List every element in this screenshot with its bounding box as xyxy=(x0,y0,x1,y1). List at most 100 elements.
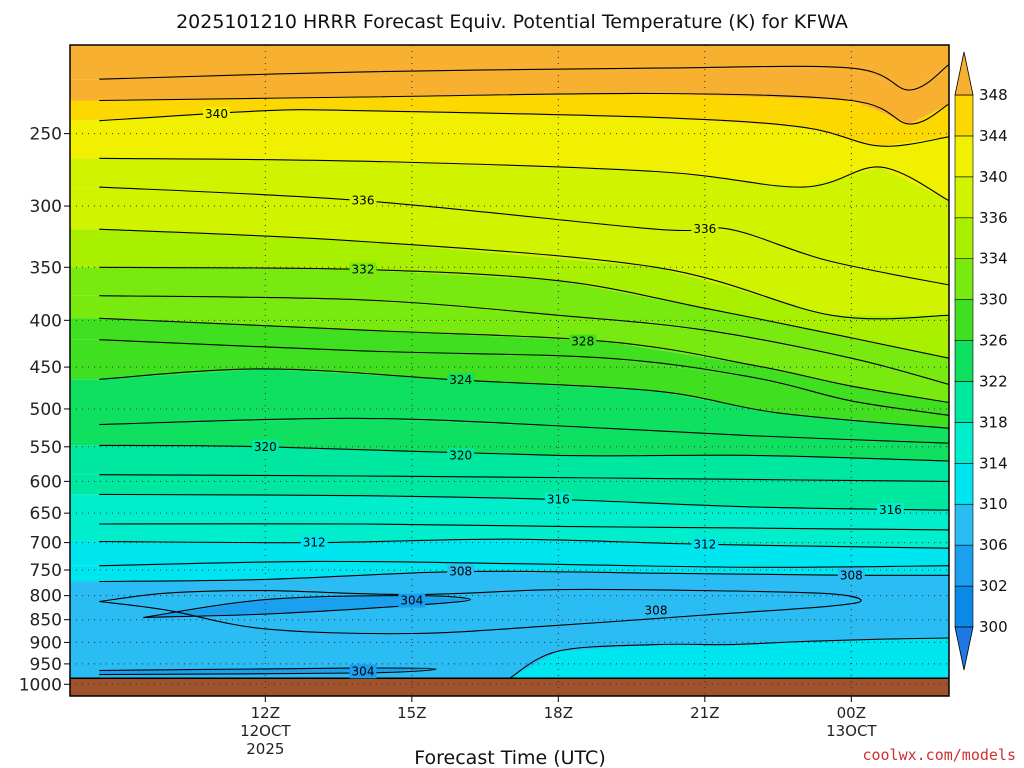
contour-label-308: 308 xyxy=(840,568,863,582)
x-tick-label: 12Z xyxy=(251,704,280,722)
colorbar-segment-344 xyxy=(954,94,974,137)
y-tick-label: 650 xyxy=(30,504,62,524)
colorbar-tick-label: 348 xyxy=(979,86,1008,104)
x-tick-label: 21Z xyxy=(690,704,719,722)
contour-line-324 xyxy=(99,368,949,429)
contour-label-336: 336 xyxy=(693,222,716,236)
y-tick-label: 850 xyxy=(30,611,62,631)
contour-label-bg xyxy=(349,193,377,208)
contour-label-304: 304 xyxy=(400,594,423,608)
y-tick-label: 900 xyxy=(30,633,62,653)
colorbar-segment-330 xyxy=(954,258,974,300)
contour-line-330 xyxy=(99,295,949,385)
x-tick-label: 00Z xyxy=(837,704,866,722)
y-tick-label: 450 xyxy=(30,358,62,378)
contour-line-344 xyxy=(99,92,949,125)
contour-fill-band-320 xyxy=(70,418,949,461)
colorbar-segment-334 xyxy=(954,217,974,259)
colorbar-segment-306 xyxy=(954,503,974,546)
colorbar-segment-322 xyxy=(954,340,974,382)
ground-fill xyxy=(70,678,949,696)
contour-fill-region-310 xyxy=(509,637,949,679)
y-tick-label: 800 xyxy=(30,587,62,607)
contour-label-328: 328 xyxy=(571,335,594,349)
y-tick-label: 350 xyxy=(30,258,62,278)
contour-label-bg xyxy=(876,503,904,518)
colorbar-segment-310 xyxy=(954,463,974,505)
plot-frame xyxy=(69,44,950,697)
colorbar-segment-336 xyxy=(954,176,974,219)
colorbar-tick-label: 300 xyxy=(979,618,1008,636)
contour-fill-band-322 xyxy=(70,368,949,444)
contour-label-bg xyxy=(642,603,670,618)
contour-label-bg xyxy=(691,222,719,237)
credit-text: coolwx.com/models xyxy=(862,746,1016,764)
y-tick-label: 950 xyxy=(30,655,62,675)
x-tick-label: 15Z xyxy=(397,704,426,722)
contour-line-322 xyxy=(99,417,949,444)
plot-area xyxy=(70,45,949,696)
contour-fill-band-336 xyxy=(70,158,949,286)
contour-label-bg xyxy=(447,564,475,579)
contour-line-318 xyxy=(99,474,949,482)
colorbar-tick-label: 344 xyxy=(979,127,1008,145)
contour-line-332 xyxy=(99,266,949,359)
contour-label-bg xyxy=(569,334,597,349)
contour-fill-band-326 xyxy=(70,318,949,416)
contour-label-bg xyxy=(447,373,475,388)
contour-line-304 xyxy=(143,595,471,618)
colorbar-tick-label: 330 xyxy=(979,291,1008,309)
colorbar: 300 302 306 310 314 318 322 326 330 334 336 340 344 3… xyxy=(954,51,1008,671)
y-tick-label: 600 xyxy=(30,472,62,492)
x-tick-label: 18Z xyxy=(544,704,573,722)
contour-label-340: 340 xyxy=(205,107,228,121)
contour-label-bg xyxy=(349,664,377,679)
y-tick-label: 250 xyxy=(30,125,62,145)
y-tick-label: 300 xyxy=(30,197,62,217)
contour-line-314 xyxy=(99,523,949,531)
colorbar-tick-label: 336 xyxy=(979,209,1008,227)
contour-fill-band-338 xyxy=(70,110,949,201)
contour-label-316: 316 xyxy=(547,492,570,506)
contour-line-302 xyxy=(99,667,437,676)
contour-fill-band-316 xyxy=(70,474,949,511)
y-tick-label: 550 xyxy=(30,438,62,458)
x-tick-date-label: 13OCT xyxy=(826,722,877,740)
colorbar-tick-label: 326 xyxy=(979,332,1008,350)
y-axis: 2503003504004505005506006507007508008509… xyxy=(19,125,70,695)
contour-fill-band-332 xyxy=(70,229,949,359)
contour-fill-band-318 xyxy=(70,445,949,482)
colorbar-segment-300 xyxy=(954,585,974,628)
colorbar-segment-302 xyxy=(954,544,974,587)
contour-fill-region-304 xyxy=(143,595,471,618)
contour-label-304: 304 xyxy=(352,664,375,678)
y-tick-label: 400 xyxy=(30,311,62,331)
colorbar-bottom-arrow xyxy=(954,626,974,671)
x-tick-year-label: 2025 xyxy=(246,740,284,758)
contour-line-320 xyxy=(99,444,949,462)
colorbar-tick-label: 310 xyxy=(979,495,1008,513)
contour-fill-band-330 xyxy=(70,267,949,385)
contour-fill-band-314 xyxy=(70,494,949,530)
y-tick-label: 700 xyxy=(30,534,62,554)
contour-label-308: 308 xyxy=(645,603,668,617)
contour-fill-band-310 xyxy=(70,539,949,568)
colorbar-segment-318 xyxy=(954,381,974,423)
contour-label-bg xyxy=(203,107,230,122)
y-tick-label: 750 xyxy=(30,561,62,581)
contour-line-338 xyxy=(99,157,949,202)
contour-label-bg xyxy=(398,593,426,608)
colorbar-top-arrow xyxy=(954,51,974,96)
contour-label-bg xyxy=(349,262,377,277)
contour-label-bg xyxy=(837,568,865,583)
contour-line-326 xyxy=(99,339,949,416)
contour-label-bg xyxy=(251,439,279,454)
x-tick-date-label: 12OCT xyxy=(240,722,291,740)
x-axis-label: Forecast Time (UTC) xyxy=(414,747,605,768)
colorbar-tick-label: 314 xyxy=(979,454,1008,472)
contour-labels: 340 336 336 332 328 324 320 320 316 316 312 312 308 3… xyxy=(203,107,904,679)
contour-label-320: 320 xyxy=(449,448,472,462)
contour-line-348 xyxy=(99,63,949,91)
contour-label-316: 316 xyxy=(879,503,902,517)
